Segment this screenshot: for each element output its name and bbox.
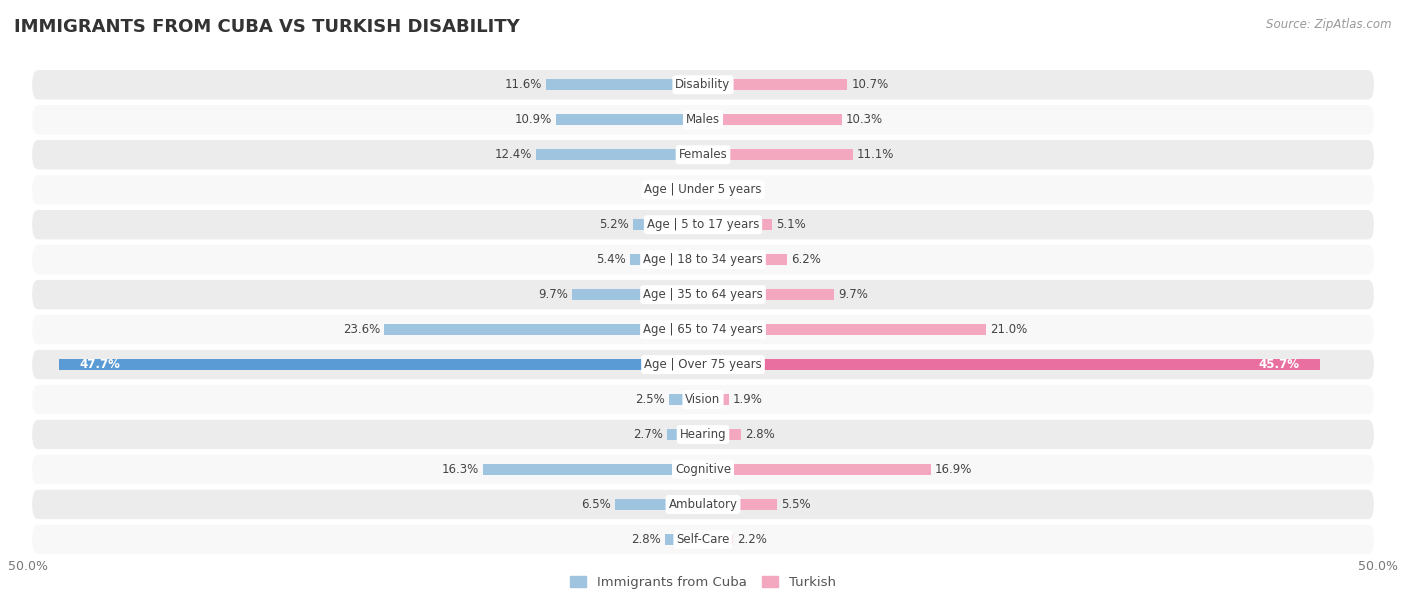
- Text: 10.9%: 10.9%: [515, 113, 551, 126]
- FancyBboxPatch shape: [32, 210, 1374, 239]
- FancyBboxPatch shape: [32, 245, 1374, 274]
- Text: Females: Females: [679, 148, 727, 161]
- Text: 2.8%: 2.8%: [745, 428, 775, 441]
- Text: 6.2%: 6.2%: [790, 253, 821, 266]
- FancyBboxPatch shape: [32, 175, 1374, 204]
- Text: 5.1%: 5.1%: [776, 218, 806, 231]
- Bar: [703, 429, 741, 440]
- Bar: [703, 534, 733, 545]
- Text: 47.7%: 47.7%: [79, 358, 121, 371]
- Bar: [703, 254, 787, 265]
- Text: Ambulatory: Ambulatory: [668, 498, 738, 511]
- Bar: [703, 79, 848, 91]
- Bar: [703, 499, 778, 510]
- Legend: Immigrants from Cuba, Turkish: Immigrants from Cuba, Turkish: [571, 577, 835, 589]
- Bar: [703, 464, 931, 475]
- Bar: [547, 79, 703, 91]
- Bar: [669, 394, 703, 405]
- Text: Age | 5 to 17 years: Age | 5 to 17 years: [647, 218, 759, 231]
- Bar: [572, 289, 703, 300]
- Text: Age | 65 to 74 years: Age | 65 to 74 years: [643, 323, 763, 336]
- Text: 16.9%: 16.9%: [935, 463, 973, 476]
- Bar: [633, 219, 703, 230]
- Text: Hearing: Hearing: [679, 428, 727, 441]
- Bar: [536, 149, 703, 160]
- Bar: [703, 289, 834, 300]
- Text: 1.9%: 1.9%: [733, 393, 762, 406]
- FancyBboxPatch shape: [32, 490, 1374, 519]
- Text: 10.7%: 10.7%: [852, 78, 889, 91]
- Text: 2.2%: 2.2%: [737, 533, 766, 546]
- Text: 11.1%: 11.1%: [856, 148, 894, 161]
- FancyBboxPatch shape: [32, 385, 1374, 414]
- FancyBboxPatch shape: [32, 315, 1374, 345]
- Bar: [703, 219, 772, 230]
- Text: 2.8%: 2.8%: [631, 533, 661, 546]
- FancyBboxPatch shape: [32, 455, 1374, 484]
- Text: 21.0%: 21.0%: [990, 323, 1028, 336]
- Bar: [703, 359, 1320, 370]
- Bar: [703, 324, 987, 335]
- Text: 9.7%: 9.7%: [838, 288, 868, 301]
- FancyBboxPatch shape: [32, 105, 1374, 135]
- Text: 45.7%: 45.7%: [1258, 358, 1299, 371]
- Text: 5.5%: 5.5%: [782, 498, 811, 511]
- Bar: [666, 429, 703, 440]
- Text: 11.6%: 11.6%: [505, 78, 543, 91]
- Text: Self-Care: Self-Care: [676, 533, 730, 546]
- Text: 12.4%: 12.4%: [494, 148, 531, 161]
- Text: 6.5%: 6.5%: [582, 498, 612, 511]
- Bar: [384, 324, 703, 335]
- Text: Vision: Vision: [685, 393, 721, 406]
- Bar: [555, 114, 703, 125]
- Text: 9.7%: 9.7%: [538, 288, 568, 301]
- FancyBboxPatch shape: [32, 524, 1374, 554]
- Bar: [703, 184, 718, 195]
- FancyBboxPatch shape: [32, 70, 1374, 100]
- Text: Disability: Disability: [675, 78, 731, 91]
- Text: Age | 18 to 34 years: Age | 18 to 34 years: [643, 253, 763, 266]
- FancyBboxPatch shape: [32, 420, 1374, 449]
- Text: Cognitive: Cognitive: [675, 463, 731, 476]
- Bar: [630, 254, 703, 265]
- Text: 2.7%: 2.7%: [633, 428, 662, 441]
- Text: Source: ZipAtlas.com: Source: ZipAtlas.com: [1267, 18, 1392, 31]
- Text: IMMIGRANTS FROM CUBA VS TURKISH DISABILITY: IMMIGRANTS FROM CUBA VS TURKISH DISABILI…: [14, 18, 520, 36]
- Text: Age | 35 to 64 years: Age | 35 to 64 years: [643, 288, 763, 301]
- Text: Males: Males: [686, 113, 720, 126]
- Bar: [484, 464, 703, 475]
- Bar: [703, 114, 842, 125]
- Bar: [665, 534, 703, 545]
- Bar: [59, 359, 703, 370]
- Text: 1.1%: 1.1%: [654, 183, 685, 196]
- Text: 5.4%: 5.4%: [596, 253, 626, 266]
- Bar: [688, 184, 703, 195]
- Text: 16.3%: 16.3%: [441, 463, 479, 476]
- Text: 5.2%: 5.2%: [599, 218, 628, 231]
- Bar: [616, 499, 703, 510]
- FancyBboxPatch shape: [32, 140, 1374, 170]
- Text: 23.6%: 23.6%: [343, 323, 381, 336]
- Text: Age | Over 75 years: Age | Over 75 years: [644, 358, 762, 371]
- Text: 1.1%: 1.1%: [721, 183, 752, 196]
- Bar: [703, 149, 853, 160]
- FancyBboxPatch shape: [32, 280, 1374, 309]
- Text: Age | Under 5 years: Age | Under 5 years: [644, 183, 762, 196]
- Text: 2.5%: 2.5%: [636, 393, 665, 406]
- FancyBboxPatch shape: [32, 350, 1374, 379]
- Text: 10.3%: 10.3%: [846, 113, 883, 126]
- Bar: [703, 394, 728, 405]
